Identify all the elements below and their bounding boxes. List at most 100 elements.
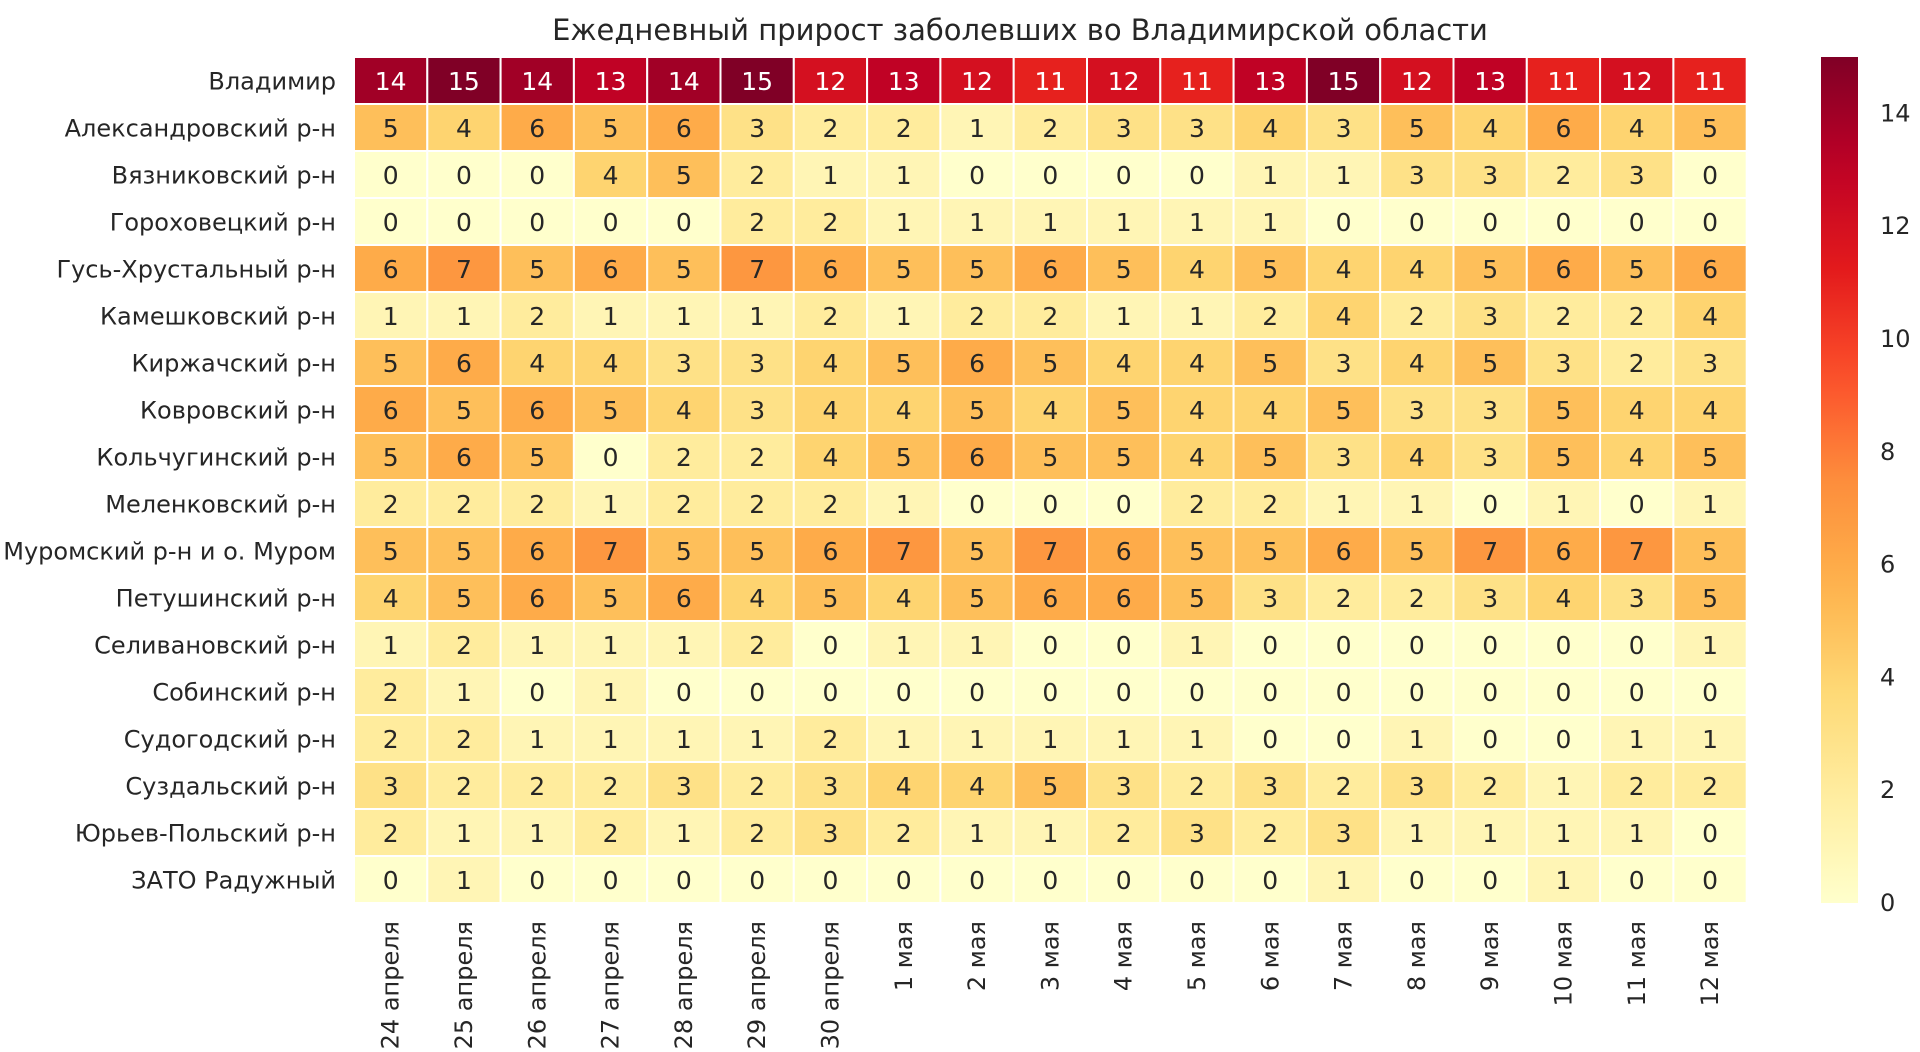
heatmap-cell bbox=[353, 56, 429, 105]
cell-value-label: 4 bbox=[1042, 396, 1058, 425]
row-label: Вязниковский р-н bbox=[112, 162, 336, 190]
cell-value-label: 1 bbox=[1555, 819, 1571, 848]
cell-value-label: 15 bbox=[741, 67, 773, 96]
cell-value-label: 2 bbox=[822, 725, 838, 754]
cell-value-label: 2 bbox=[456, 631, 472, 660]
cell-value-label: 5 bbox=[383, 349, 399, 378]
cell-value-label: 3 bbox=[1629, 161, 1645, 190]
cell-value-label: 1 bbox=[1702, 631, 1718, 660]
colorbar-tick-label: 6 bbox=[1880, 551, 1895, 579]
cell-value-label: 2 bbox=[383, 678, 399, 707]
cell-value-label: 5 bbox=[1409, 114, 1425, 143]
cell-value-label: 11 bbox=[1694, 67, 1726, 96]
heatmap-cell bbox=[1159, 761, 1235, 810]
cell-value-label: 6 bbox=[529, 584, 545, 613]
heatmap-cell bbox=[1012, 56, 1089, 105]
heatmap-cell bbox=[939, 667, 1015, 716]
heatmap-cell bbox=[939, 244, 1015, 293]
heatmap-cell bbox=[646, 479, 722, 528]
cell-value-label: 4 bbox=[603, 349, 619, 378]
heatmap-cell bbox=[1525, 103, 1602, 152]
cell-value-label: 5 bbox=[1262, 349, 1278, 378]
row-label: Ковровский р-н bbox=[140, 397, 336, 425]
cell-value-label: 1 bbox=[529, 631, 545, 660]
cell-value-label: 2 bbox=[529, 772, 545, 801]
cell-value-label: 7 bbox=[456, 255, 472, 284]
cell-value-label: 2 bbox=[1042, 114, 1058, 143]
cell-value-label: 5 bbox=[1482, 255, 1498, 284]
cell-value-label: 2 bbox=[749, 208, 765, 237]
cell-value-label: 2 bbox=[749, 772, 765, 801]
cell-value-label: 7 bbox=[1629, 537, 1645, 566]
heatmap-cell bbox=[1599, 855, 1675, 904]
cell-value-label: 2 bbox=[1262, 490, 1278, 519]
column-label: 4 мая bbox=[1110, 921, 1138, 991]
cell-value-label: 5 bbox=[1702, 537, 1718, 566]
heatmap-cell bbox=[1599, 573, 1675, 622]
cell-value-label: 1 bbox=[969, 819, 985, 848]
heatmap-cell bbox=[1159, 526, 1235, 575]
heatmap-cell bbox=[426, 338, 502, 387]
colorbar-tick-label: 14 bbox=[1880, 99, 1911, 127]
cell-value-label: 0 bbox=[676, 208, 692, 237]
row-label: Меленковский р-н bbox=[105, 491, 336, 519]
cell-value-label: 0 bbox=[1482, 631, 1498, 660]
heatmap-cell bbox=[426, 855, 502, 904]
cell-value-label: 1 bbox=[456, 866, 472, 895]
heatmap-cell bbox=[1012, 573, 1089, 622]
cell-value-label: 0 bbox=[1629, 678, 1645, 707]
cell-value-label: 2 bbox=[456, 490, 472, 519]
cell-value-label: 0 bbox=[529, 161, 545, 190]
cell-value-label: 5 bbox=[1409, 537, 1425, 566]
heatmap-cell bbox=[1525, 855, 1602, 904]
cell-value-label: 0 bbox=[1116, 490, 1132, 519]
heatmap-cell bbox=[719, 714, 795, 763]
cell-value-label: 0 bbox=[383, 161, 399, 190]
heatmap-cell bbox=[1159, 56, 1235, 105]
heatmap-cell bbox=[719, 385, 795, 434]
cell-value-label: 0 bbox=[969, 866, 985, 895]
cell-value-label: 1 bbox=[529, 725, 545, 754]
cell-value-label: 4 bbox=[1336, 302, 1352, 331]
cell-value-label: 0 bbox=[456, 208, 472, 237]
heatmap-cell bbox=[1452, 573, 1528, 622]
cell-value-label: 5 bbox=[1116, 396, 1132, 425]
cell-value-label: 0 bbox=[969, 490, 985, 519]
cell-value-label: 0 bbox=[676, 678, 692, 707]
cell-value-label: 3 bbox=[1409, 772, 1425, 801]
cell-value-label: 1 bbox=[896, 208, 912, 237]
cell-value-label: 5 bbox=[749, 537, 765, 566]
heatmap-cell bbox=[1305, 432, 1382, 481]
cell-value-label: 6 bbox=[1555, 537, 1571, 566]
colorbar: 0 2 4 6 8 10 12 14 bbox=[1821, 57, 1911, 917]
heatmap-cells: 14 15 14 13 14 15 12 13 12 11 12 11 13 15 12 13 11 12 115 4… bbox=[353, 56, 1748, 904]
cell-value-label: 13 bbox=[595, 67, 627, 96]
heatmap-cell bbox=[1452, 197, 1528, 246]
cell-value-label: 6 bbox=[1555, 114, 1571, 143]
heatmap-cell bbox=[499, 667, 575, 716]
cell-value-label: 0 bbox=[1702, 208, 1718, 237]
cell-value-label: 0 bbox=[383, 208, 399, 237]
cell-value-label: 5 bbox=[1702, 114, 1718, 143]
heatmap-cell bbox=[1452, 855, 1528, 904]
cell-value-label: 0 bbox=[822, 631, 838, 660]
cell-value-label: 0 bbox=[529, 866, 545, 895]
heatmap-cell bbox=[792, 338, 869, 387]
heatmap-cell bbox=[939, 197, 1015, 246]
heatmap-cell bbox=[646, 573, 722, 622]
heatmap-cell bbox=[866, 855, 942, 904]
cell-value-label: 4 bbox=[822, 443, 838, 472]
heatmap-cell bbox=[499, 526, 575, 575]
cell-value-label: 5 bbox=[1042, 349, 1058, 378]
heatmap-cell bbox=[1305, 667, 1382, 716]
cell-value-label: 4 bbox=[1482, 114, 1498, 143]
cell-value-label: 0 bbox=[603, 866, 619, 895]
cell-value-label: 4 bbox=[383, 584, 399, 613]
cell-value-label: 0 bbox=[1629, 490, 1645, 519]
heatmap-cell bbox=[1012, 103, 1089, 152]
cell-value-label: 1 bbox=[676, 631, 692, 660]
cell-value-label: 0 bbox=[1409, 866, 1425, 895]
cell-value-label: 6 bbox=[529, 537, 545, 566]
cell-value-label: 12 bbox=[1401, 67, 1433, 96]
heatmap-cell bbox=[1086, 150, 1162, 199]
